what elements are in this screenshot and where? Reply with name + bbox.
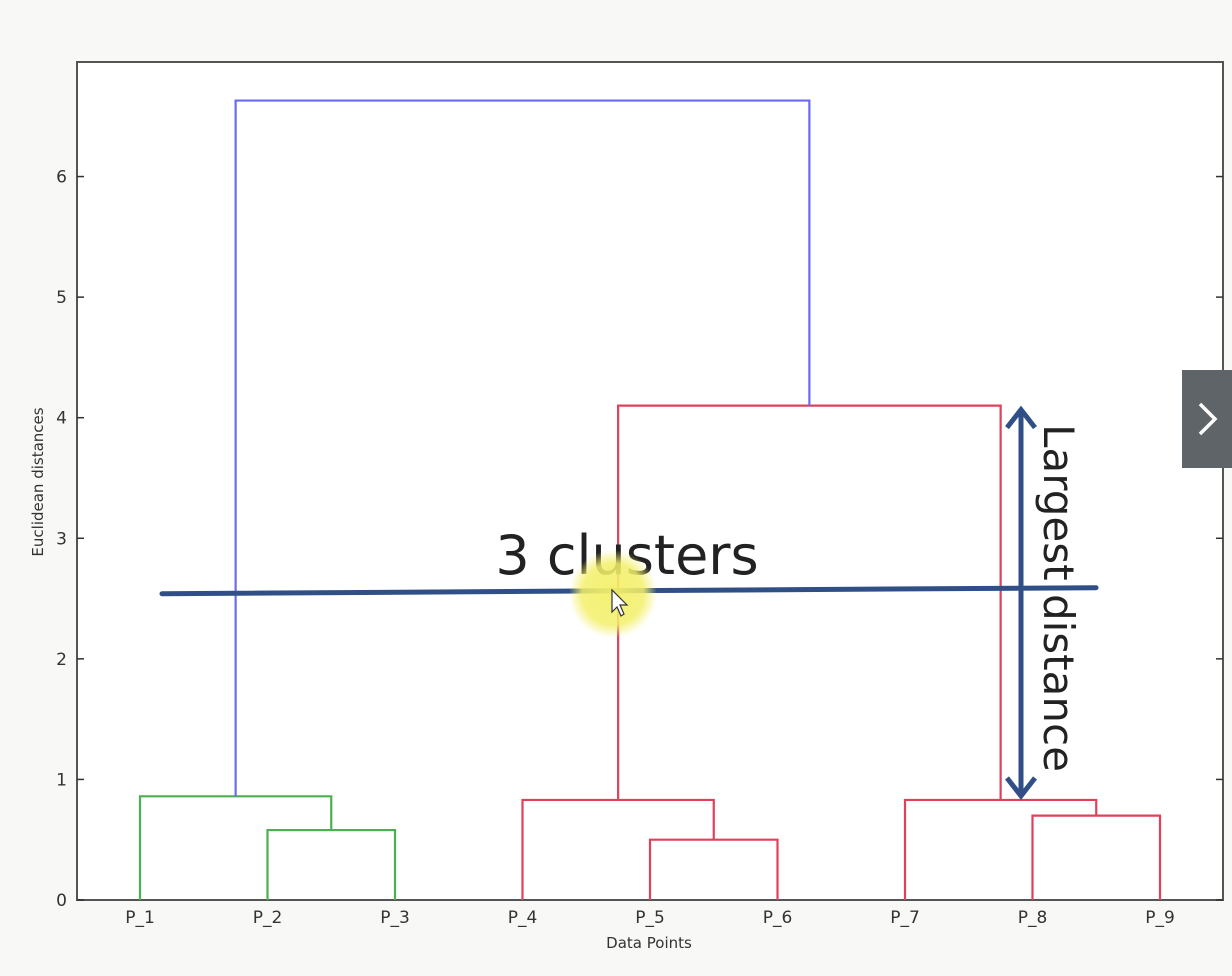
annotations: 3 clusters Largest distance — [159, 405, 1099, 800]
mouse-pointer-icon — [611, 588, 629, 617]
plot-area — [76, 61, 1224, 901]
x-tick-label: P_4 — [508, 908, 538, 928]
x-tick-label: P_2 — [253, 908, 283, 928]
distance-arrow-head-bottom — [1005, 776, 1037, 800]
y-tick-label: 0 — [56, 891, 67, 911]
y-tick-label: 4 — [56, 409, 67, 429]
largest-distance-annotation: Largest distance — [1034, 424, 1083, 772]
x-tick-label: P_7 — [890, 908, 920, 928]
y-axis-label: Euclidean distances — [29, 407, 47, 556]
x-tick-label: P_6 — [763, 908, 793, 928]
distance-arrow-head-top — [1005, 405, 1037, 430]
x-tick-label: P_1 — [125, 908, 155, 928]
x-tick-label: P_9 — [1145, 908, 1175, 928]
x-tick-label: P_3 — [380, 908, 410, 928]
y-tick-label: 3 — [56, 529, 67, 549]
y-tick-label: 5 — [56, 288, 67, 308]
chevron-right-icon — [1198, 402, 1218, 436]
y-tick-label: 2 — [56, 650, 67, 670]
x-tick-label: P_5 — [635, 908, 665, 928]
dendrogram-links — [138, 99, 1162, 900]
dendrogram-link — [234, 99, 811, 797]
next-slide-button[interactable] — [1182, 370, 1232, 468]
x-axis-ticks: P_1 P_2 P_3 P_4 P_5 P_6 P_7 P_8 P_9 — [125, 893, 1175, 928]
x-tick-label: P_8 — [1018, 908, 1048, 928]
y-tick-label: 1 — [56, 770, 67, 790]
y-axis-ticks: 0 1 2 3 4 5 6 — [56, 168, 1223, 911]
x-axis-label: Data Points — [606, 934, 692, 952]
y-tick-label: 6 — [56, 168, 67, 188]
